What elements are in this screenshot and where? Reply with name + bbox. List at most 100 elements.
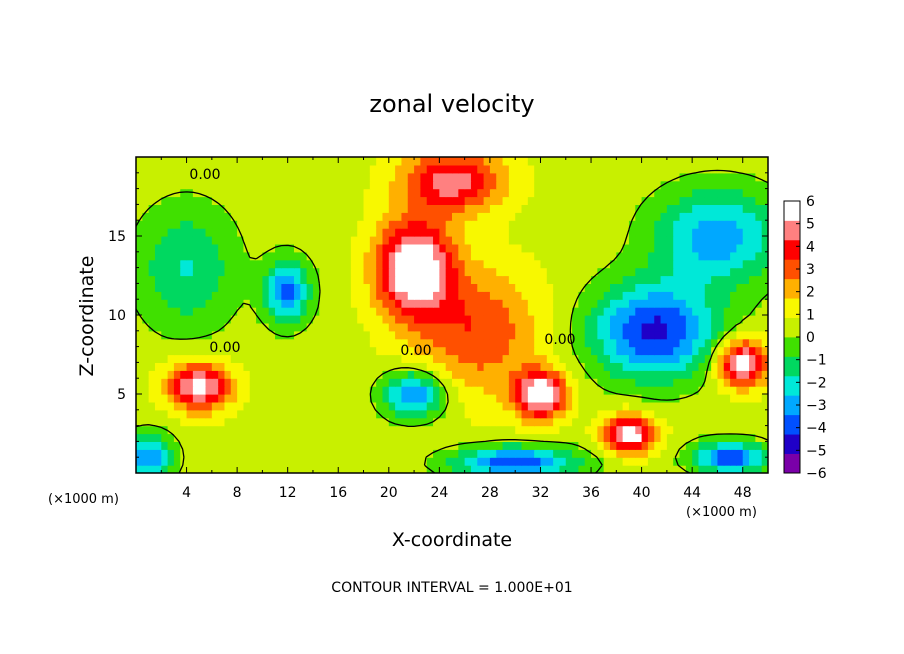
heatmap-cell [730,315,737,324]
heatmap-cell [401,259,409,269]
heatmap-cell [483,196,491,205]
heatmap-cell [224,394,232,403]
heatmap-cell [224,180,232,190]
heatmap-cell [527,465,535,473]
heatmap-cell [369,449,377,458]
heatmap-cell [647,204,655,213]
heatmap-cell [312,457,320,466]
heatmap-cell [306,425,314,435]
heatmap-cell [546,291,554,300]
heatmap-cell [186,362,194,371]
heatmap-cell [628,425,636,435]
heatmap-cell [698,188,706,198]
heatmap-cell [350,370,358,379]
heatmap-cell [256,449,263,458]
heatmap-cell [281,299,289,308]
heatmap-cell [230,259,238,269]
heatmap-cell [723,307,731,316]
heatmap-cell [275,243,282,253]
heatmap-cell [584,441,592,450]
heatmap-cell [578,322,586,332]
heatmap-cell [249,338,257,348]
heatmap-cell [369,196,377,205]
heatmap-cell [761,259,768,269]
heatmap-cell [730,409,737,419]
heatmap-cell [647,378,655,387]
heatmap-cell [736,259,744,269]
heatmap-cell [256,457,263,466]
heatmap-cell [521,307,529,316]
heatmap-cell [294,370,301,379]
heatmap-cell [496,236,504,245]
heatmap-cell [458,196,466,205]
heatmap-cell [376,172,384,182]
heatmap-cell [673,441,681,450]
heatmap-cell [344,370,352,379]
heatmap-cell [610,425,617,435]
heatmap-cell [218,465,226,473]
heatmap-cell [249,330,257,340]
heatmap-cell [199,299,207,308]
heatmap-cell [584,307,592,316]
x-unit-label-left: (×1000 m) [48,492,119,507]
heatmap-cell [553,315,561,324]
heatmap-cell [331,346,339,356]
heatmap-cell [319,417,327,427]
heatmap-cell [262,267,270,277]
heatmap-cell [452,433,459,442]
colorbar-swatch [784,453,800,474]
heatmap-cell [584,204,592,213]
heatmap-cell [319,267,327,277]
heatmap-cell [464,228,472,237]
heatmap-cell [439,354,447,363]
heatmap-cell [559,164,567,174]
heatmap-cell [312,401,320,411]
heatmap-cell [458,394,466,403]
heatmap-cell [584,386,592,395]
heatmap-cell [641,449,649,458]
heatmap-cell [256,401,263,411]
heatmap-cell [546,322,554,332]
heatmap-cell [395,251,403,261]
heatmap-cell [319,236,327,245]
heatmap-cell [230,251,238,261]
heatmap-cell [470,204,478,213]
heatmap-cell [755,465,763,473]
heatmap-cell [572,378,579,387]
heatmap-cell [685,330,693,340]
heatmap-cell [628,291,636,300]
heatmap-cell [685,441,693,450]
heatmap-cell [142,172,150,182]
heatmap-cell [628,354,636,363]
heatmap-cell [268,394,276,403]
heatmap-cell [597,425,605,435]
heatmap-cell [256,164,263,174]
heatmap-cell [470,275,478,284]
heatmap-cell [338,322,346,332]
heatmap-cell [173,164,181,174]
heatmap-cell [388,465,396,473]
heatmap-cell [534,220,542,229]
heatmap-cell [376,394,384,403]
heatmap-cell [559,283,567,292]
heatmap-cell [572,346,579,356]
heatmap-cell [685,386,693,395]
heatmap-cell [502,386,510,395]
heatmap-cell [578,401,586,411]
y-axis-label: Z-coordinate [76,256,98,377]
heatmap-cell [382,401,390,411]
heatmap-cell [622,164,630,174]
heatmap-cell [344,307,352,316]
heatmap-cell [508,299,516,308]
heatmap-cell [136,362,143,371]
heatmap-cell [306,441,314,450]
heatmap-cell [433,354,440,363]
heatmap-cell [591,354,598,363]
heatmap-cell [761,299,768,308]
heatmap-cell [553,457,561,466]
heatmap-cell [306,394,314,403]
heatmap-cell [553,330,561,340]
heatmap-cell [154,315,162,324]
heatmap-cell [477,338,485,348]
